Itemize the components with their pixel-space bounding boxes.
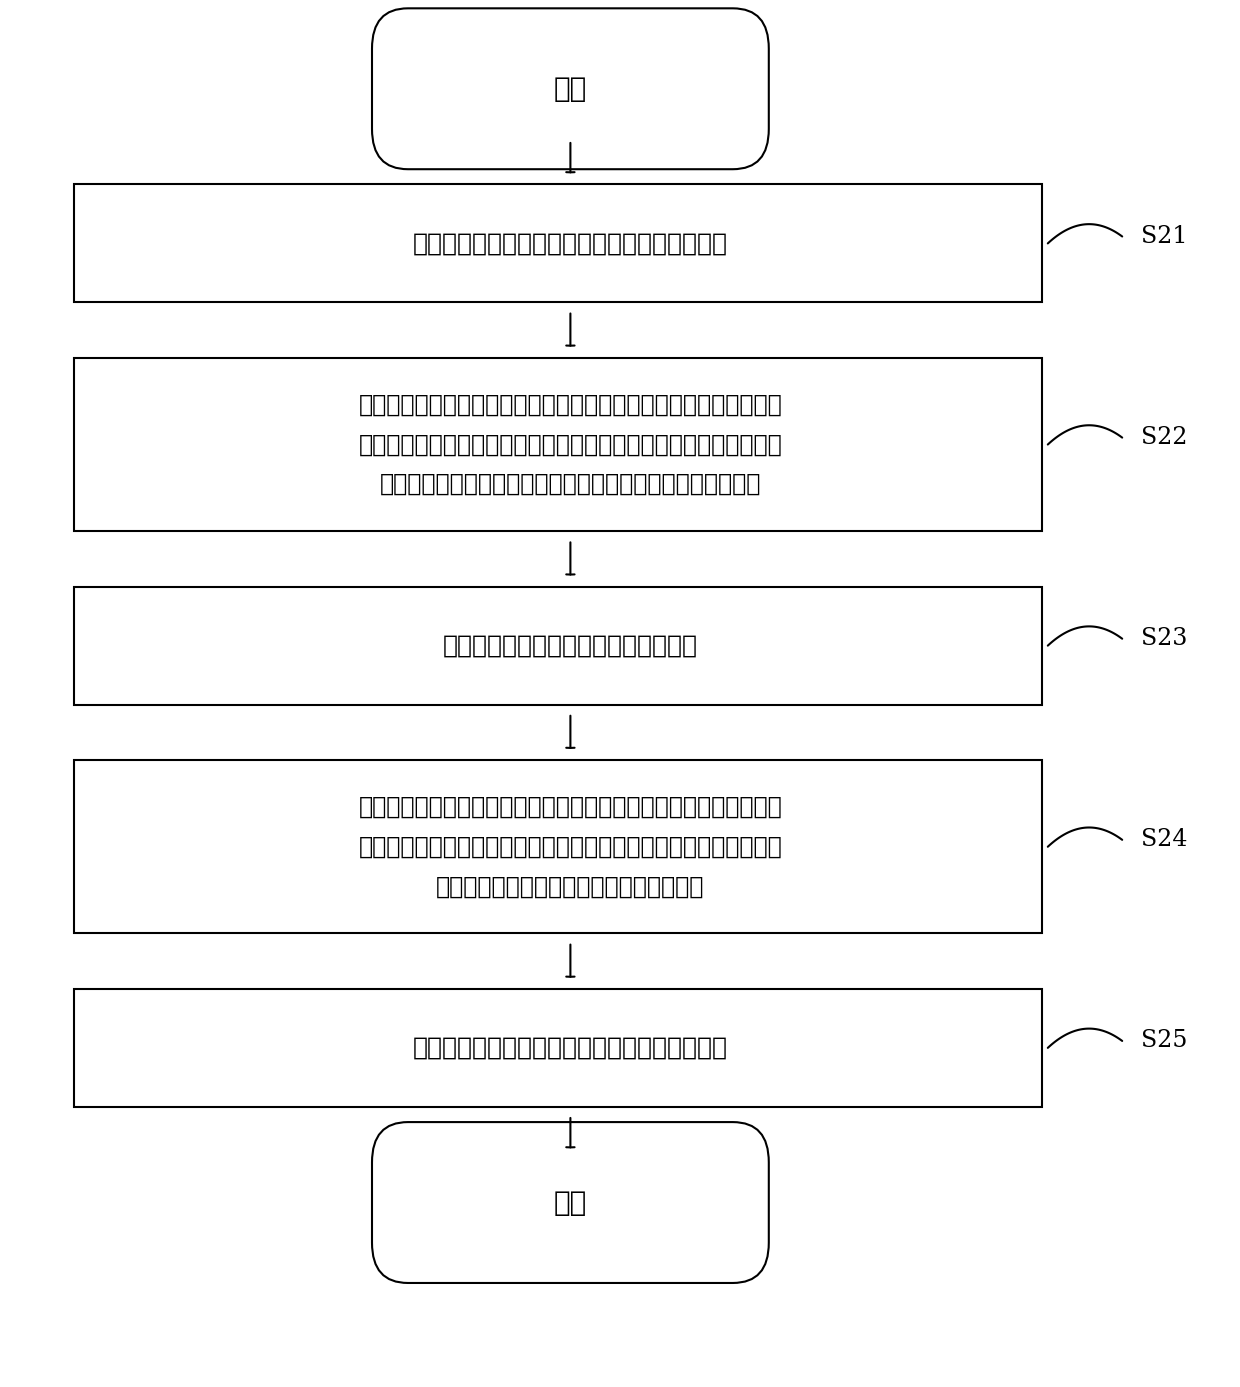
Text: 监测设备实时接收各参考节点发送的无线信号和坐标数据，根据无线: 监测设备实时接收各参考节点发送的无线信号和坐标数据，根据无线 — [358, 393, 782, 417]
Text: 主控计算机接收复合监测数据，解析该复合监测数据获得位置信息和: 主控计算机接收复合监测数据，解析该复合监测数据获得位置信息和 — [358, 795, 782, 820]
Text: S25: S25 — [1141, 1029, 1187, 1053]
Text: 信号强度和坐标数据计算获得该监测设备的位置信息，获得核辐射探: 信号强度和坐标数据计算获得该监测设备的位置信息，获得核辐射探 — [358, 433, 782, 456]
FancyBboxPatch shape — [74, 760, 1042, 933]
Text: 剂量数据，将位置信息和剂量数据进行存储。判断剂量数据是否超过: 剂量数据，将位置信息和剂量数据进行存储。判断剂量数据是否超过 — [358, 835, 782, 859]
Text: S22: S22 — [1141, 426, 1188, 449]
Text: S21: S21 — [1141, 225, 1188, 248]
Text: 测器采集到的剂量数据，将位置信息和剂量数据进行打包发送: 测器采集到的剂量数据，将位置信息和剂量数据进行打包发送 — [379, 472, 761, 497]
FancyBboxPatch shape — [74, 587, 1042, 705]
FancyBboxPatch shape — [74, 184, 1042, 302]
Text: 网关将复合监测数据发送至主控计算机: 网关将复合监测数据发送至主控计算机 — [443, 634, 698, 657]
Text: 各参考节点向监测设备发送无线信号和坐标数据: 各参考节点向监测设备发送无线信号和坐标数据 — [413, 232, 728, 255]
FancyBboxPatch shape — [372, 8, 769, 169]
FancyBboxPatch shape — [74, 989, 1042, 1107]
Text: 结束: 结束 — [554, 1189, 587, 1216]
FancyBboxPatch shape — [74, 358, 1042, 531]
FancyBboxPatch shape — [372, 1122, 769, 1283]
Text: 开始: 开始 — [554, 75, 587, 103]
Text: 辐射剂量限值，根据判断结果执行相应措施: 辐射剂量限值，根据判断结果执行相应措施 — [436, 874, 704, 899]
Text: S24: S24 — [1141, 828, 1188, 852]
Text: 监测设备接收报警信息，根据报警信息进行报警: 监测设备接收报警信息，根据报警信息进行报警 — [413, 1036, 728, 1060]
Text: S23: S23 — [1141, 627, 1187, 651]
